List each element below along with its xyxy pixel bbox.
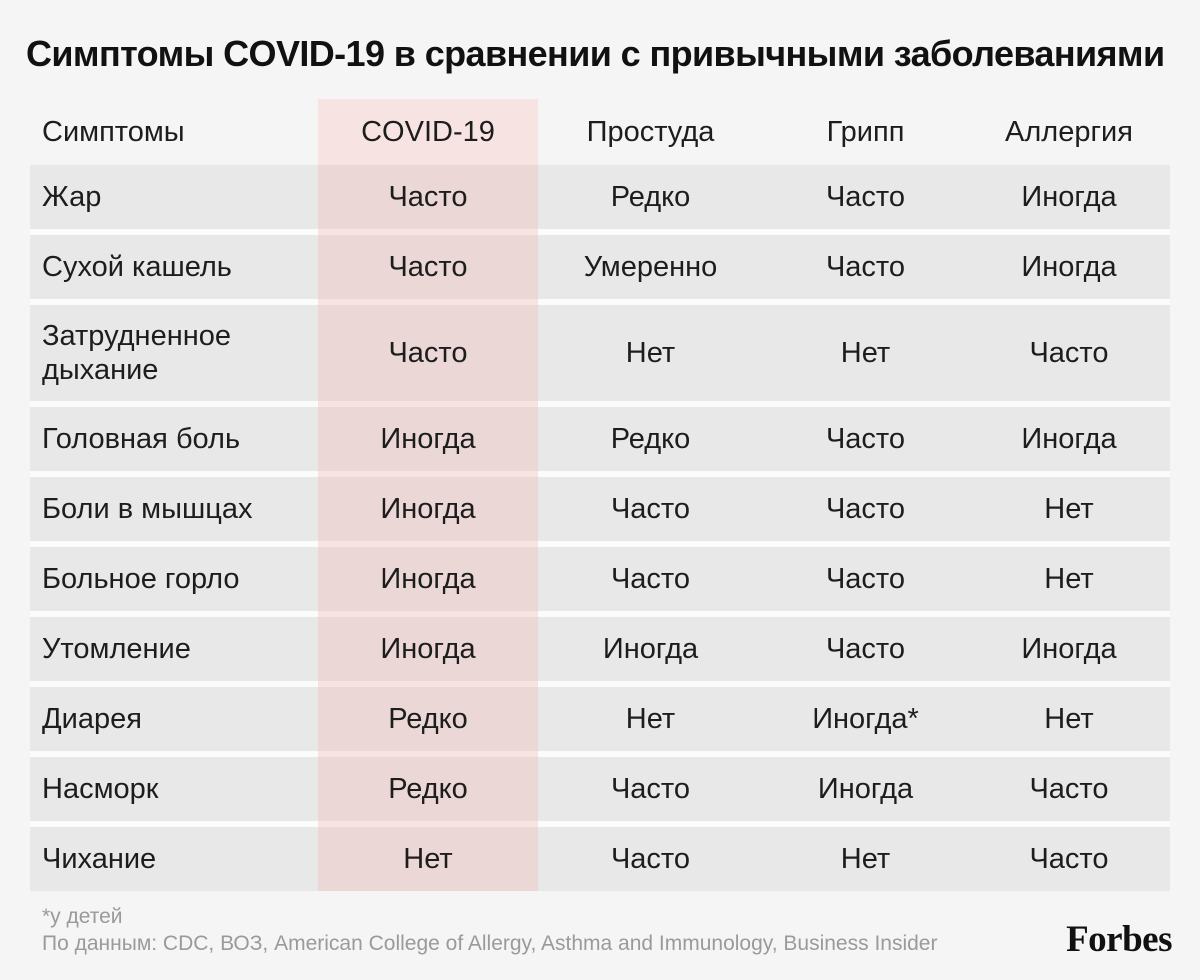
- table-row: Чихание Нет Часто Нет Часто: [30, 827, 1170, 891]
- table-row: Сухой кашель Часто Умеренно Часто Иногда: [30, 235, 1170, 299]
- column-header-flu: Грипп: [826, 116, 905, 148]
- allergy-value-cell: Иногда: [968, 235, 1170, 299]
- allergy-value-cell: Часто: [968, 305, 1170, 401]
- flu-value-cell: Часто: [763, 165, 968, 229]
- forbes-logo: Forbes: [1066, 919, 1172, 960]
- column-header-allergy: Аллергия: [1005, 116, 1133, 148]
- flu-value-cell: Часто: [763, 477, 968, 541]
- allergy-value-cell: Иногда: [968, 617, 1170, 681]
- source-line: По данным: CDC, ВОЗ, American College of…: [42, 932, 938, 955]
- covid19-value-cell: Иногда: [318, 547, 538, 611]
- covid19-value-cell: Редко: [318, 687, 538, 751]
- table-row: Насморк Редко Часто Иногда Часто: [30, 757, 1170, 821]
- allergy-value-cell: Часто: [968, 827, 1170, 891]
- cold-value-cell: Редко: [538, 407, 763, 471]
- symptom-name-cell: Боли в мышцах: [30, 477, 318, 541]
- flu-value-cell: Часто: [763, 235, 968, 299]
- covid19-value-cell: Редко: [318, 757, 538, 821]
- table-row: Боли в мышцах Иногда Часто Часто Нет: [30, 477, 1170, 541]
- allergy-value-cell: Нет: [968, 687, 1170, 751]
- covid19-value-cell: Иногда: [318, 407, 538, 471]
- footnote: *у детей: [42, 905, 123, 928]
- symptom-name-cell: Утомление: [30, 617, 318, 681]
- covid19-value-cell: Иногда: [318, 477, 538, 541]
- table-header-row: Симптомы COVID-19 Простуда Грипп Аллерги…: [30, 99, 1170, 165]
- cold-value-cell: Умеренно: [538, 235, 763, 299]
- allergy-value-cell: Нет: [968, 477, 1170, 541]
- flu-value-cell: Часто: [763, 407, 968, 471]
- flu-value-cell: Иногда: [763, 757, 968, 821]
- allergy-value-cell: Иногда: [968, 407, 1170, 471]
- flu-value-cell: Часто: [763, 547, 968, 611]
- flu-value-cell: Нет: [763, 827, 968, 891]
- flu-value-cell: Часто: [763, 617, 968, 681]
- cold-value-cell: Часто: [538, 827, 763, 891]
- table-row: Головная боль Иногда Редко Часто Иногда: [30, 407, 1170, 471]
- symptom-name-cell: Насморк: [30, 757, 318, 821]
- column-header-cold: Простуда: [586, 116, 715, 148]
- table-row: Больное горло Иногда Часто Часто Нет: [30, 547, 1170, 611]
- table-row: Жар Часто Редко Часто Иногда: [30, 165, 1170, 229]
- cold-value-cell: Часто: [538, 477, 763, 541]
- covid19-value-cell: Часто: [318, 235, 538, 299]
- symptom-name-cell: Головная боль: [30, 407, 318, 471]
- cold-value-cell: Редко: [538, 165, 763, 229]
- covid19-value-cell: Часто: [318, 165, 538, 229]
- cold-value-cell: Часто: [538, 757, 763, 821]
- covid19-value-cell: Нет: [318, 827, 538, 891]
- cold-value-cell: Иногда: [538, 617, 763, 681]
- symptom-name-cell: Больное горло: [30, 547, 318, 611]
- allergy-value-cell: Нет: [968, 547, 1170, 611]
- symptom-name-cell: Сухой кашель: [30, 235, 318, 299]
- table-row: Утомление Иногда Иногда Часто Иногда: [30, 617, 1170, 681]
- table-rows: Жар Часто Редко Часто Иногда Сухой кашел…: [30, 165, 1170, 891]
- flu-value-cell: Иногда*: [763, 687, 968, 751]
- cold-value-cell: Нет: [538, 305, 763, 401]
- symptoms-table: Симптомы COVID-19 Простуда Грипп Аллерги…: [30, 99, 1170, 891]
- symptom-name-cell: Затрудненное дыхание: [30, 305, 318, 401]
- cold-value-cell: Нет: [538, 687, 763, 751]
- table-row: Диарея Редко Нет Иногда* Нет: [30, 687, 1170, 751]
- covid19-value-cell: Часто: [318, 305, 538, 401]
- symptom-name-cell: Диарея: [30, 687, 318, 751]
- covid19-value-cell: Иногда: [318, 617, 538, 681]
- column-header-symptoms: Симптомы: [42, 116, 185, 148]
- cold-value-cell: Часто: [538, 547, 763, 611]
- symptom-name-cell: Чихание: [30, 827, 318, 891]
- column-header-covid19: COVID-19: [361, 116, 495, 148]
- footer: *у детей По данным: CDC, ВОЗ, American C…: [42, 903, 937, 957]
- allergy-value-cell: Иногда: [968, 165, 1170, 229]
- allergy-value-cell: Часто: [968, 757, 1170, 821]
- symptom-name-cell: Жар: [30, 165, 318, 229]
- page-title: Симптомы COVID-19 в сравнении с привычны…: [26, 33, 1165, 74]
- flu-value-cell: Нет: [763, 305, 968, 401]
- table-row: Затрудненное дыхание Часто Нет Нет Часто: [30, 305, 1170, 401]
